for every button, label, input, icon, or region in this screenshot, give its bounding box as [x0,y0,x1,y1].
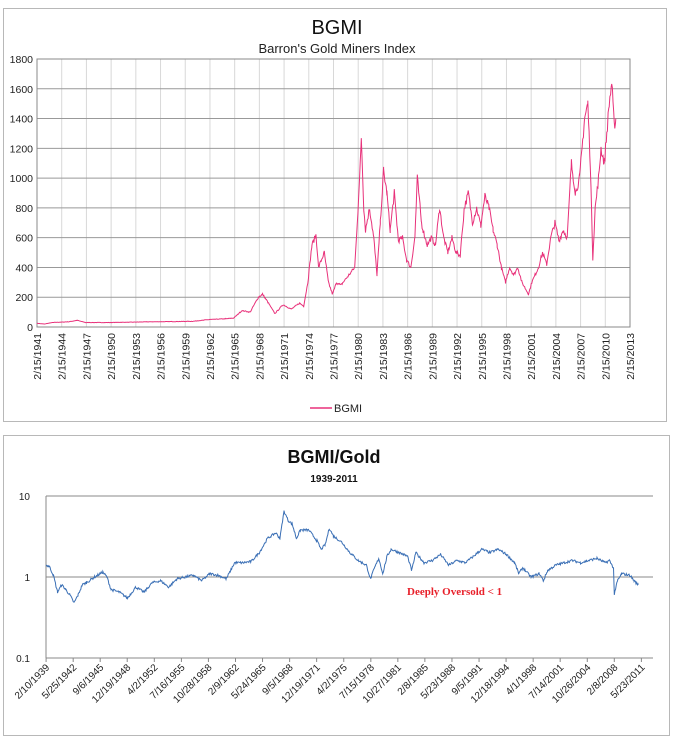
chart-title: BGMI/Gold [288,447,381,467]
x-tick-label: 2/15/1965 [230,333,242,380]
x-tick-label: 2/15/2010 [600,333,612,380]
y-tick-label: 0 [27,322,33,334]
y-tick-label: 1400 [10,114,34,126]
y-tick-label: 600 [15,233,33,245]
y-tick-label: 1000 [10,173,34,185]
y-tick-label: 1600 [10,84,34,96]
y-tick-label: 10 [19,492,31,503]
y-tick-label: 200 [15,292,33,304]
chart-title: BGMI [311,17,362,39]
x-tick-label: 2/15/1950 [106,333,118,380]
plot-area [36,58,631,328]
x-tick-label: 2/15/1962 [205,333,217,380]
x-tick-label: 2/15/2013 [625,333,637,380]
y-tick-label: 1800 [10,54,34,66]
x-tick-label: 2/15/1941 [32,333,44,380]
y-tick-label: 1200 [10,143,34,155]
y-tick-label: 400 [15,262,33,274]
bgmi-series-line [36,83,617,325]
oversold-annotation: Deeply Oversold < 1 [407,586,502,598]
y-tick-label: 800 [15,203,33,215]
x-tick-label: 2/15/1956 [156,333,168,380]
x-tick-label: 2/15/2001 [526,333,538,380]
ratio-chart-panel [3,435,670,736]
x-tick-label: 2/15/1998 [501,333,513,380]
x-tick-label: 2/15/1980 [353,333,365,380]
x-tick-label: 2/15/1977 [329,333,341,380]
x-tick-label: 2/15/1974 [304,333,316,380]
x-tick-label: 2/15/1947 [81,333,93,380]
x-tick-label: 2/15/1953 [131,333,143,380]
x-tick-label: 2/15/1968 [254,333,266,380]
x-tick-label: 2/15/2004 [551,333,563,380]
chart-subtitle: Barron's Gold Miners Index [258,41,416,56]
x-tick-label: 2/15/1971 [279,333,291,380]
x-tick-label: 2/15/1959 [180,333,192,380]
x-tick-label: 2/15/1983 [378,333,390,380]
x-tick-label: 2/15/1992 [452,333,464,380]
x-tick-label: 2/15/1995 [477,333,489,380]
x-tick-label: 2/15/2007 [576,333,588,380]
x-tick-label: 2/15/1986 [403,333,415,380]
x-tick-label: 2/15/1944 [57,333,69,380]
x-tick-label: 2/15/1989 [427,333,439,380]
y-tick-label: 1 [24,573,30,584]
legend-label: BGMI [334,403,362,415]
ratio-series-line [45,510,639,603]
chart-subtitle: 1939-2011 [310,474,358,485]
y-tick-label: 0.1 [16,654,30,665]
